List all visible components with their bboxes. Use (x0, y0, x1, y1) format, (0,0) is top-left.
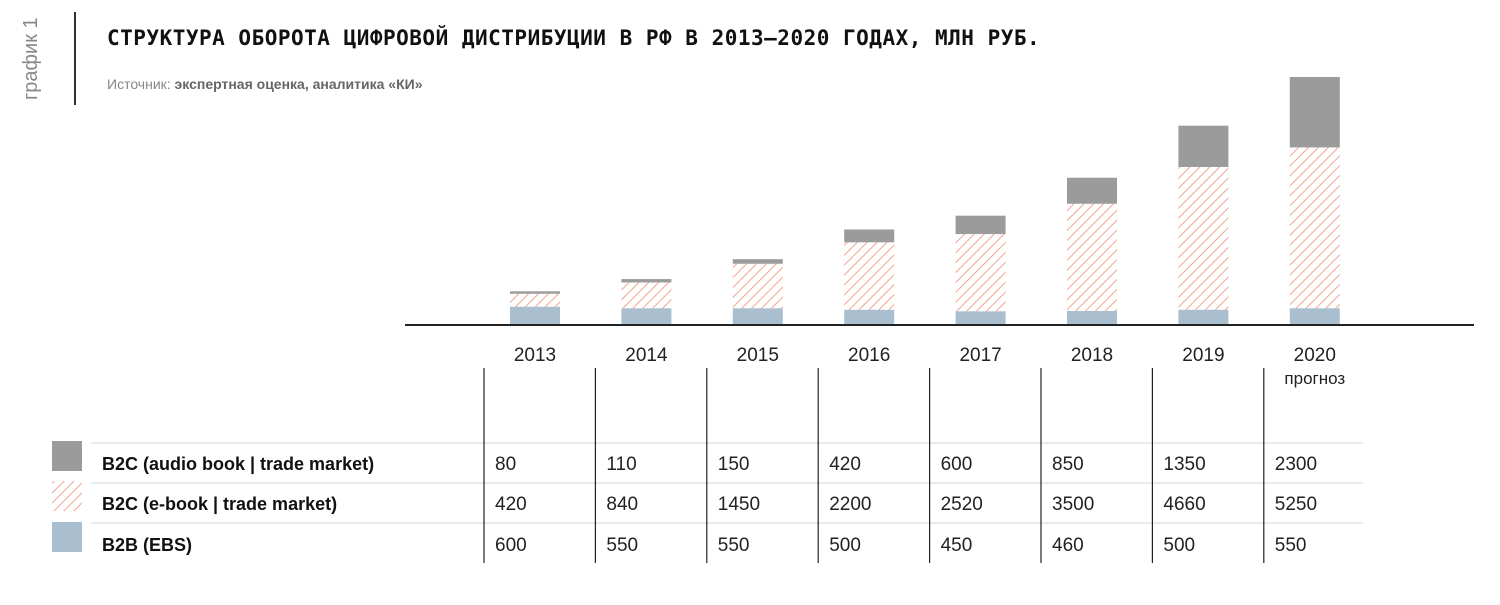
bar-2013-b2c-audio-book-trade-market (510, 291, 560, 294)
bar-2017-b2c-e-book-trade-market (955, 234, 1006, 312)
table-cell-2019-b2c-audio-book-trade-market: 1350 (1163, 454, 1205, 475)
bar-2020-b2c-audio-book-trade-market (1289, 77, 1340, 148)
bar-2014-b2c-audio-book-trade-market (621, 279, 672, 283)
bar-2016-b2c-audio-book-trade-market (844, 229, 895, 243)
chart-title: СТРУКТУРА ОБОРОТА ЦИФРОВОЙ ДИСТРИБУЦИИ В… (107, 26, 1041, 50)
bar-2013-b2b-ebs (510, 306, 560, 325)
bar-2020-b2b-ebs (1289, 308, 1340, 325)
source-line: Источник: экспертная оценка, аналитика «… (107, 76, 422, 92)
bar-2018-b2c-audio-book-trade-market (1067, 177, 1117, 204)
table-cell-2017-b2c-audio-book-trade-market: 600 (941, 454, 973, 475)
table-cell-2017-b2c-e-book-trade-market: 2520 (941, 494, 983, 515)
table-cell-2017-b2b-ebs: 450 (941, 535, 973, 556)
x-tick-label-2013: 2013 (514, 345, 556, 366)
x-tick-label-2018: 2018 (1071, 345, 1113, 366)
x-tick-label-2015: 2015 (737, 345, 779, 366)
table-cell-2016-b2c-e-book-trade-market: 2200 (829, 494, 871, 515)
table-cell-2014-b2c-e-book-trade-market: 840 (606, 494, 638, 515)
x-tick-label-2016: 2016 (848, 345, 890, 366)
legend-label-b2b-ebs: B2B (EBS) (102, 535, 192, 555)
legend-label-b2c-e-book-trade-market: B2C (e-book | trade market) (102, 494, 337, 514)
table-cell-2016-b2c-audio-book-trade-market: 420 (829, 454, 861, 475)
table-cell-2015-b2c-audio-book-trade-market: 150 (718, 454, 750, 475)
table-cell-2013-b2c-audio-book-trade-market: 80 (495, 454, 516, 475)
table-cell-2014-b2b-ebs: 550 (606, 535, 638, 556)
bar-2015-b2c-audio-book-trade-market (732, 259, 783, 264)
bar-2018-b2b-ebs (1067, 310, 1117, 325)
x-tick-note-2020: прогноз (1284, 369, 1345, 388)
bar-2019-b2c-e-book-trade-market (1178, 167, 1229, 310)
source-prefix: Источник: (107, 76, 175, 92)
source-text: экспертная оценка, аналитика «КИ» (174, 76, 423, 92)
bar-2019-b2b-ebs (1178, 309, 1229, 325)
table-cell-2014-b2c-audio-book-trade-market: 110 (606, 454, 636, 475)
side-divider (74, 12, 76, 105)
table-cell-2013-b2c-e-book-trade-market: 420 (495, 494, 527, 515)
table-cell-2019-b2c-e-book-trade-market: 4660 (1163, 494, 1205, 515)
table-cell-2016-b2b-ebs: 500 (829, 535, 861, 556)
bar-2020-b2c-e-book-trade-market (1289, 147, 1340, 309)
bars-group (510, 77, 1340, 325)
table-cell-2020-b2c-audio-book-trade-market: 2300 (1275, 454, 1317, 475)
table-cell-2013-b2b-ebs: 600 (495, 535, 527, 556)
bar-2018-b2c-e-book-trade-market (1067, 203, 1117, 311)
data-table: B2C (audio book | trade market) 80 110 150 4… (52, 368, 1363, 563)
bar-2016-b2c-e-book-trade-market (844, 242, 895, 310)
bar-2015-b2c-e-book-trade-market (732, 263, 783, 309)
table-cell-2015-b2b-ebs: 550 (718, 535, 750, 556)
bar-2015-b2b-ebs (732, 308, 783, 325)
table-cell-2020-b2b-ebs: 550 (1275, 535, 1307, 556)
bar-2016-b2b-ebs (844, 309, 895, 325)
legend-swatch-b2b-ebs (52, 522, 82, 552)
x-axis-labels: 2013 2014 2015 2016 2017 2018 2019 2020 прогноз (514, 345, 1346, 388)
bar-2017-b2b-ebs (955, 311, 1006, 325)
table-cell-2018-b2c-audio-book-trade-market: 850 (1052, 454, 1084, 475)
bar-2017-b2c-audio-book-trade-market (955, 215, 1006, 235)
table-cell-2020-b2c-e-book-trade-market: 5250 (1275, 494, 1317, 515)
x-tick-label-2020: 2020 (1294, 345, 1336, 366)
table-cell-2015-b2c-e-book-trade-market: 1450 (718, 494, 760, 515)
x-tick-label-2019: 2019 (1182, 345, 1224, 366)
legend-swatch-b2c-e-book-trade-market (52, 481, 82, 511)
bar-2014-b2c-e-book-trade-market (621, 282, 672, 309)
legend-swatch-b2c-audio-book-trade-market (52, 441, 82, 471)
bar-2013-b2c-e-book-trade-market (510, 293, 560, 307)
x-tick-label-2017: 2017 (959, 345, 1001, 366)
table-cell-2018-b2b-ebs: 460 (1052, 535, 1084, 556)
table-cell-2018-b2c-e-book-trade-market: 3500 (1052, 494, 1094, 515)
bar-2014-b2b-ebs (621, 308, 672, 325)
bar-2019-b2c-audio-book-trade-market (1178, 125, 1229, 168)
table-cell-2019-b2b-ebs: 500 (1163, 535, 1195, 556)
x-tick-label-2014: 2014 (625, 345, 668, 366)
legend-label-b2c-audio-book-trade-market: B2C (audio book | trade market) (102, 454, 374, 474)
